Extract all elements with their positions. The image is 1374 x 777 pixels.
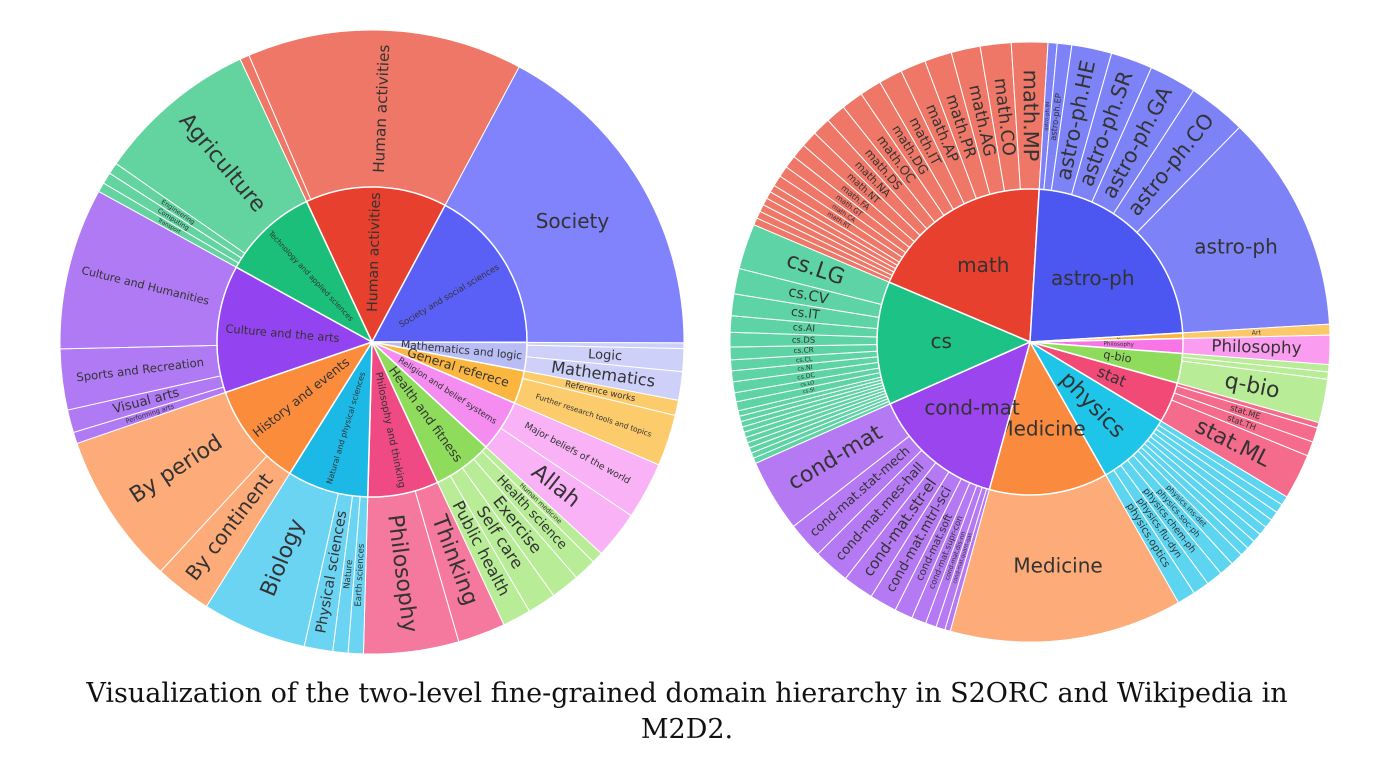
parent-label: astro-ph: [1051, 266, 1135, 290]
slice-label: astro-ph: [1194, 234, 1278, 258]
slice-label: cs.DS: [792, 335, 815, 345]
slice-label: math.MP: [1019, 70, 1043, 162]
inner-slice: [224, 340, 374, 475]
slice-label: Society: [536, 209, 610, 233]
slice-label: Human activities: [370, 44, 393, 173]
parent-label: cs: [931, 329, 952, 353]
slice-label: Philosophy: [1211, 335, 1302, 357]
slice-label: cs.CR: [793, 345, 814, 355]
inner-slice: [235, 200, 374, 344]
inner-slice: [876, 281, 1032, 405]
slice-label: Logic: [588, 347, 623, 364]
parent-label: math: [957, 253, 1009, 277]
slice-label: cs.AI: [792, 322, 815, 334]
inner-slice: [889, 340, 1032, 491]
inner-slice: [888, 188, 1041, 344]
slice-label: cs.IT: [790, 304, 821, 323]
inner-slice: [1029, 188, 1184, 343]
slice-label: cs.DC: [797, 372, 816, 382]
parent-label: Art: [1117, 336, 1121, 340]
inner-slice: [305, 186, 447, 344]
parent-label: Philosophy: [1103, 341, 1134, 348]
slice-label: Earth sciences: [354, 543, 367, 607]
inner-slice: [370, 204, 528, 344]
inner-slice: [216, 266, 374, 394]
slice-label: cs.LO: [800, 380, 815, 388]
parent-label: Medicine: [996, 417, 1085, 441]
slice-label: Nature: [342, 559, 355, 589]
parent-label: Human activities: [365, 192, 384, 312]
slice-label: Medicine: [1013, 553, 1102, 577]
parent-label: q-bio: [1102, 348, 1132, 366]
parent-label: cond-mat: [924, 396, 1020, 420]
inner-slice: [988, 340, 1107, 496]
caption: Visualization of the two-level fine-grai…: [86, 678, 1288, 745]
slice-label: Art: [1252, 329, 1262, 336]
slice-label: cs.CL: [796, 356, 814, 364]
slice-label: astro-ph.IM: [1043, 101, 1051, 131]
slice-label: cs.NI: [797, 364, 813, 373]
slice-label: cs.SI: [802, 387, 816, 396]
